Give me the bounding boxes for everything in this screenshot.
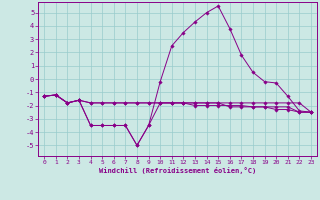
X-axis label: Windchill (Refroidissement éolien,°C): Windchill (Refroidissement éolien,°C) (99, 167, 256, 174)
